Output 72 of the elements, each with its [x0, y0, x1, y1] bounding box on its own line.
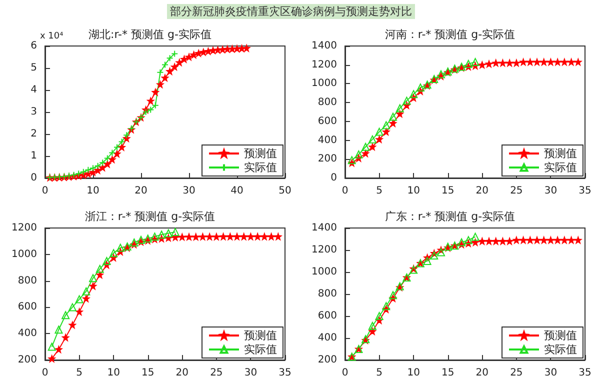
- y-tick-label: 2: [30, 128, 37, 140]
- x-tick-label: 10: [107, 368, 120, 378]
- x-tick-label: 35: [578, 368, 592, 378]
- y-tick-label: 1400: [312, 40, 337, 52]
- x-tick-label: 10: [407, 368, 420, 378]
- x-tick-label: 10: [86, 186, 100, 196]
- x-tick-label: 25: [510, 186, 523, 196]
- y-tick-label: 1: [30, 150, 37, 162]
- y-tick-label: 0: [30, 172, 37, 184]
- x-tick-label: 50: [278, 186, 292, 196]
- legend-label: 实际值: [244, 343, 277, 356]
- x-tick-label: 30: [544, 368, 558, 378]
- x-tick-label: 0: [42, 368, 48, 378]
- chart-title: 广东：r-* 预测值 g-实际值: [384, 210, 516, 223]
- y-tick-label: 3: [30, 106, 37, 118]
- y-tick-label: 6: [30, 40, 37, 52]
- y-tick-label: 600: [18, 302, 37, 313]
- y-tick-label: 400: [318, 332, 337, 344]
- y-tick-label: 1000: [12, 248, 37, 260]
- legend-label: 预测值: [544, 147, 577, 160]
- x-tick-label: 35: [578, 186, 592, 196]
- y-tick-label: 1200: [312, 244, 337, 256]
- text: x 10⁴: [40, 32, 64, 42]
- x-tick-label: 30: [244, 368, 258, 378]
- y-tick-label: 400: [18, 328, 37, 340]
- chart-title: 湖北:r-* 预测值 g-实际值: [88, 28, 212, 41]
- y-tick-label: 1200: [312, 59, 337, 70]
- x-tick-label: 40: [230, 186, 244, 196]
- x-tick-label: 20: [176, 368, 189, 378]
- legend-label: 预测值: [244, 147, 277, 160]
- y-tick-label: 4: [30, 84, 37, 96]
- x-tick-label: 35: [278, 368, 292, 378]
- y-tick-label: 200: [318, 154, 337, 165]
- x-tick-label: 15: [441, 186, 454, 196]
- legend-label: 实际值: [244, 161, 277, 174]
- y-tick-label: 600: [318, 116, 337, 127]
- text: 部分新冠肺炎疫情重灾区确诊病例与预测走势对比: [167, 4, 415, 19]
- y-tick-label: 0: [330, 172, 337, 184]
- x-tick-label: 0: [342, 368, 348, 378]
- x-tick-label: 20: [476, 186, 489, 196]
- x-tick-label: 15: [141, 368, 154, 378]
- x-tick-label: 30: [182, 186, 196, 196]
- y-tick-label: 800: [318, 97, 337, 108]
- x-tick-label: 0: [42, 186, 48, 196]
- chart-title: 浙江：r-* 预测值 g-实际值: [84, 210, 216, 223]
- x-tick-label: 20: [476, 368, 489, 378]
- x-tick-label: 0: [342, 186, 348, 196]
- y-tick-label: 800: [18, 275, 37, 286]
- y-tick-label: 1000: [312, 266, 337, 278]
- y-tick-label: 200: [18, 354, 37, 366]
- chart-title: 河南：r-* 预测值 g-实际值: [384, 28, 516, 41]
- x-tick-label: 20: [134, 186, 148, 196]
- y-tick-label: 1200: [12, 222, 37, 234]
- y-tick-label: 600: [318, 310, 337, 322]
- x-tick-label: 25: [510, 368, 523, 378]
- legend-label: 预测值: [244, 329, 277, 342]
- legend-label: 实际值: [544, 343, 577, 356]
- y-tick-label: 1000: [312, 78, 337, 90]
- x-tick-label: 25: [210, 368, 223, 378]
- x-tick-label: 15: [441, 368, 454, 378]
- legend-label: 实际值: [544, 161, 577, 174]
- y-tick-label: 200: [318, 354, 337, 366]
- y-tick-label: 5: [30, 62, 37, 74]
- y-tick-label: 800: [318, 288, 337, 300]
- x-tick-label: 5: [376, 186, 382, 196]
- legend-label: 预测值: [544, 329, 577, 342]
- x-tick-label: 30: [544, 186, 558, 196]
- y-tick-label: 1400: [312, 222, 337, 234]
- x-tick-label: 5: [376, 368, 382, 378]
- x-tick-label: 5: [76, 368, 82, 378]
- x-tick-label: 10: [407, 186, 420, 196]
- y-tick-label: 400: [318, 134, 337, 146]
